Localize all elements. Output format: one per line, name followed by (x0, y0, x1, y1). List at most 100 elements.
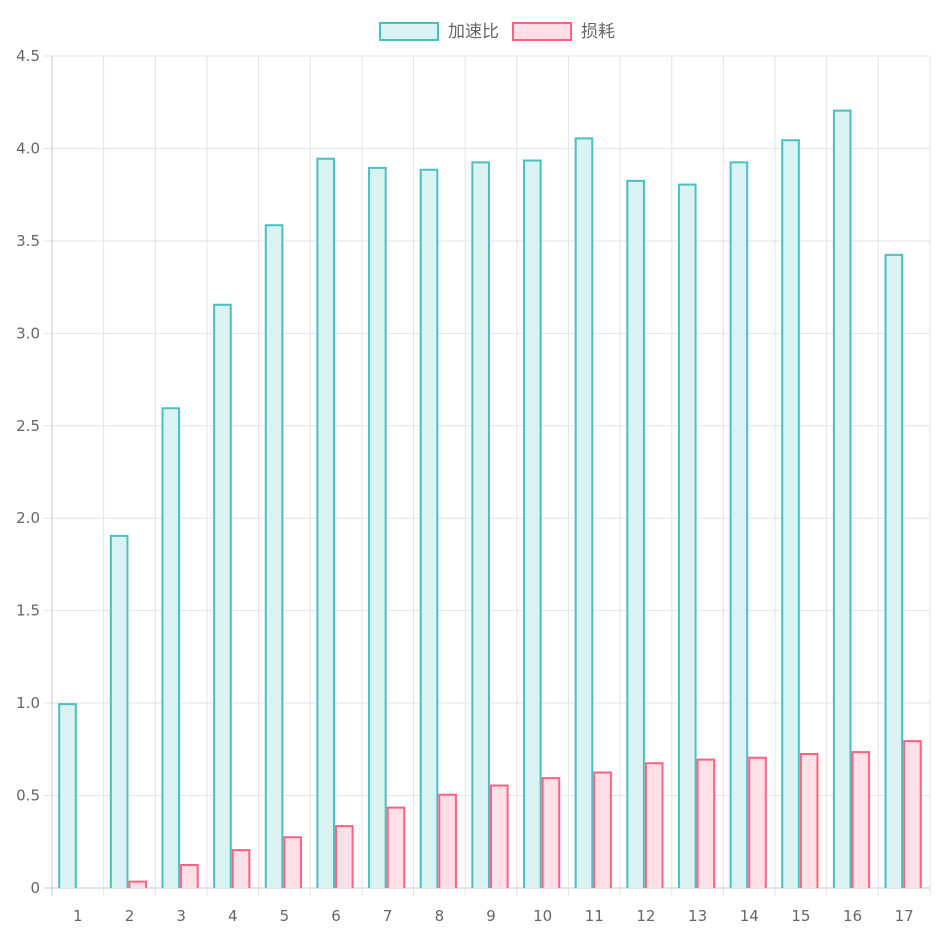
bar-speedup[interactable] (471, 161, 490, 889)
x-tick-label: 7 (383, 907, 393, 925)
y-tick-label: 3.0 (16, 324, 40, 342)
legend-label-speedup: 加速比 (448, 22, 499, 42)
bar-border (489, 784, 509, 888)
bar-border (593, 771, 612, 888)
y-tick-label: 4.5 (16, 47, 40, 65)
bar-fill (677, 183, 697, 888)
bar-border (264, 224, 284, 888)
bar-border (729, 161, 749, 888)
bar-loss[interactable] (593, 771, 612, 888)
bar-border (109, 534, 129, 888)
y-tick-label: 3.5 (16, 232, 40, 250)
bar-fill (903, 740, 922, 888)
bar-border (283, 836, 302, 888)
bar-loss[interactable] (541, 777, 561, 888)
legend[interactable]: 加速比 损耗 (379, 22, 615, 42)
bar-fill (438, 793, 457, 888)
bar-loss[interactable] (748, 756, 767, 888)
bar-fill (128, 880, 148, 888)
bar-fill (729, 161, 749, 889)
bar-border (213, 303, 232, 888)
bar-fill (283, 836, 302, 888)
bar-fill (626, 179, 645, 888)
bar-fill (109, 534, 129, 888)
bar-loss[interactable] (489, 784, 509, 888)
bar-fill (799, 753, 819, 888)
bar-border (471, 161, 490, 888)
bar-border (574, 137, 594, 888)
bar-fill (884, 253, 904, 888)
bar-speedup[interactable] (626, 179, 645, 888)
legend-item-loss[interactable]: 损耗 (512, 22, 615, 42)
x-tick-label: 9 (486, 907, 496, 925)
bar-speedup[interactable] (832, 109, 852, 888)
bar-fill (541, 777, 561, 888)
bar-loss[interactable] (180, 863, 199, 888)
bar-border (128, 880, 148, 888)
bar-speedup[interactable] (523, 159, 542, 888)
bar-loss[interactable] (903, 740, 922, 888)
bar-border (799, 753, 819, 888)
bar-loss[interactable] (386, 806, 406, 888)
x-tick-label: 11 (585, 907, 604, 925)
x-tick-label: 10 (533, 907, 552, 925)
bar-speedup[interactable] (264, 224, 284, 888)
bar-speedup[interactable] (574, 137, 594, 889)
bar-border (832, 109, 852, 888)
bar-loss[interactable] (128, 880, 148, 888)
bar-speedup[interactable] (729, 161, 749, 889)
bar-speedup[interactable] (677, 183, 697, 888)
bar-loss[interactable] (231, 849, 251, 888)
bar-border (231, 849, 251, 888)
bar-border (180, 863, 199, 888)
bar-speedup[interactable] (161, 407, 181, 888)
bar-border (316, 157, 336, 888)
bar-fill (231, 849, 251, 888)
x-tick-label: 17 (895, 907, 914, 925)
bar-fill (58, 703, 77, 888)
bar-speedup[interactable] (316, 157, 336, 888)
bar-border (677, 183, 697, 888)
legend-item-speedup[interactable]: 加速比 (379, 22, 499, 42)
x-tick-label: 8 (435, 907, 445, 925)
bar-fill (264, 224, 284, 888)
bar-loss[interactable] (644, 762, 664, 888)
bar-fill (161, 407, 181, 888)
bar-loss[interactable] (696, 758, 716, 888)
bar-speedup[interactable] (58, 703, 77, 888)
bar-speedup[interactable] (884, 253, 904, 888)
y-tick-label: 0 (30, 879, 40, 897)
bar-fill (748, 756, 767, 888)
bar-border (386, 806, 406, 888)
bar-loss[interactable] (799, 753, 819, 888)
bar-speedup[interactable] (213, 303, 232, 888)
bar-fill (574, 137, 594, 889)
bar-border (626, 179, 645, 888)
bar-loss[interactable] (438, 793, 457, 888)
bar-border (541, 777, 561, 888)
x-tick-label: 12 (636, 907, 655, 925)
bar-fill (471, 161, 490, 889)
bar-speedup[interactable] (109, 534, 129, 888)
bar-border (368, 166, 387, 888)
bar-speedup[interactable] (368, 166, 387, 888)
bar-speedup[interactable] (781, 139, 800, 888)
bar-border (884, 253, 904, 888)
axes: 00.51.01.52.02.53.03.54.04.51 2 3 4 5 6 7 8 9 10 1… (16, 47, 914, 925)
x-tick-label: 16 (843, 907, 862, 925)
y-tick-label: 1.0 (16, 694, 40, 712)
bar-speedup[interactable] (419, 168, 439, 888)
bar-loss[interactable] (851, 751, 871, 888)
legend-swatch-loss (512, 22, 572, 41)
y-tick-label: 2.5 (16, 417, 40, 435)
x-tick-label: 13 (688, 907, 707, 925)
bar-border (523, 159, 542, 888)
y-tick-label: 0.5 (16, 787, 40, 805)
bar-loss[interactable] (283, 836, 302, 888)
y-tick-label: 4.0 (16, 139, 40, 157)
bar-border (781, 139, 800, 888)
bar-loss[interactable] (335, 825, 354, 888)
bar-fill (368, 166, 387, 888)
x-tick-label: 6 (331, 907, 341, 925)
x-tick-label: 3 (176, 907, 186, 925)
